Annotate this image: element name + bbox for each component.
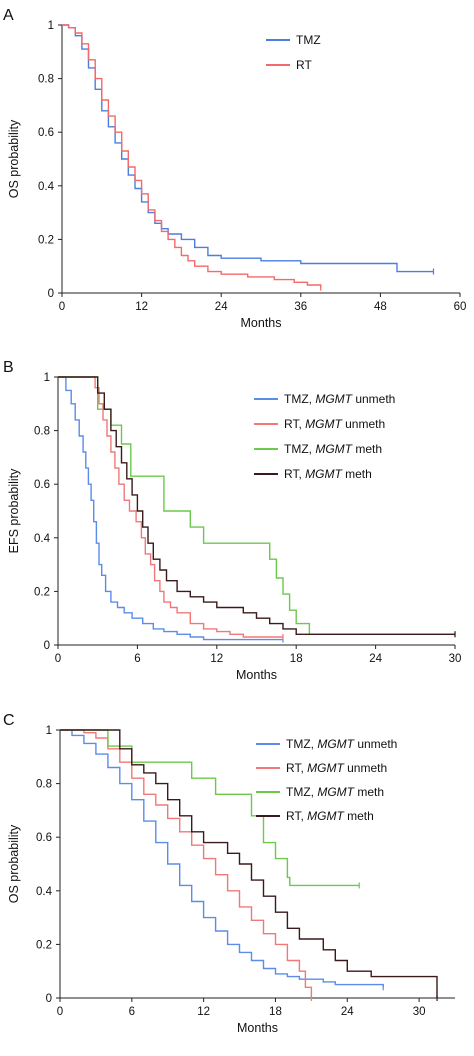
y-tick-label: 0.4 [38, 181, 55, 193]
x-tick-label: 18 [290, 653, 303, 665]
x-tick-label: 48 [374, 301, 387, 313]
legend-label: TMZ, MGMT meth [286, 785, 384, 799]
series-line [60, 729, 384, 988]
x-tick-label: 12 [210, 653, 223, 665]
y-tick-label: 1 [46, 725, 52, 737]
x-tick-label: 30 [413, 1006, 426, 1018]
x-tick-label: 0 [55, 653, 61, 665]
y-tick-label: 0.8 [36, 779, 52, 791]
x-tick-label: 6 [129, 1006, 135, 1018]
y-tick-label: 0.6 [38, 127, 54, 139]
legend-label: RT, MGMT meth [286, 809, 374, 823]
x-axis-label: Months [237, 1021, 278, 1035]
y-tick-label: 0.2 [34, 586, 50, 598]
y-tick-label: 0.4 [34, 533, 51, 545]
legend-label: RT, MGMT unmeth [286, 761, 387, 775]
y-axis-label: OS probability [7, 824, 21, 903]
legend-label: RT, MGMT meth [284, 467, 372, 481]
series-line [58, 376, 455, 635]
series-line [60, 729, 438, 998]
series-line [62, 24, 434, 273]
x-tick-label: 18 [269, 1006, 282, 1018]
x-tick-label: 12 [197, 1006, 210, 1018]
y-tick-label: 0.8 [34, 426, 50, 438]
y-tick-label: 0 [44, 640, 50, 652]
y-tick-label: 1 [44, 372, 50, 384]
y-tick-label: 0.6 [34, 479, 50, 491]
legend-label: TMZ [296, 33, 321, 47]
x-axis-label: Months [236, 668, 277, 682]
x-tick-label: 24 [215, 301, 228, 313]
series-line [60, 729, 360, 887]
y-tick-label: 0.2 [38, 234, 54, 246]
series-line [58, 376, 283, 641]
y-axis-label: OS probability [7, 119, 21, 198]
series-line [58, 376, 455, 635]
x-tick-label: 24 [341, 1006, 354, 1018]
panel-b: B 0 0.2 0.4 0.6 0.8 1 0 6 12 18 24 30 Months EFS proba… [3, 359, 461, 682]
y-tick-label: 0.4 [36, 886, 53, 898]
legend-label: TMZ, MGMT unmeth [286, 737, 397, 751]
x-tick-label: 60 [454, 301, 467, 313]
series-line [58, 376, 283, 638]
panel-label: A [3, 7, 14, 24]
y-tick-label: 0 [46, 993, 52, 1005]
panel-c: C 0 0.2 0.4 0.6 0.8 1 0 6 12 18 24 30 Months OS probab… [3, 712, 455, 1035]
x-tick-label: 36 [294, 301, 307, 313]
x-tick-label: 30 [449, 653, 462, 665]
panel-label: B [3, 359, 14, 376]
y-tick-label: 0.6 [36, 832, 52, 844]
x-axis-label: Months [241, 316, 282, 330]
panel-a: A 0 0.2 0.4 0.6 0.8 1 0 12 24 36 48 60 Months OS proba… [3, 7, 466, 330]
legend-label: TMZ, MGMT meth [284, 442, 382, 456]
panel-label: C [3, 712, 15, 729]
y-tick-label: 0.2 [36, 939, 52, 951]
y-tick-label: 0 [48, 288, 54, 300]
series-line [62, 24, 322, 288]
y-axis-label: EFS probability [7, 468, 21, 554]
x-tick-label: 0 [57, 1006, 63, 1018]
x-tick-label: 24 [369, 653, 382, 665]
legend-label: RT, MGMT unmeth [284, 417, 385, 431]
legend-label: RT [296, 58, 312, 72]
y-tick-label: 1 [48, 20, 54, 32]
y-tick-label: 0.8 [38, 74, 54, 86]
x-tick-label: 0 [59, 301, 65, 313]
x-tick-label: 12 [135, 301, 148, 313]
series-line [60, 729, 313, 998]
x-tick-label: 6 [134, 653, 140, 665]
legend-label: TMZ, MGMT unmeth [284, 392, 395, 406]
